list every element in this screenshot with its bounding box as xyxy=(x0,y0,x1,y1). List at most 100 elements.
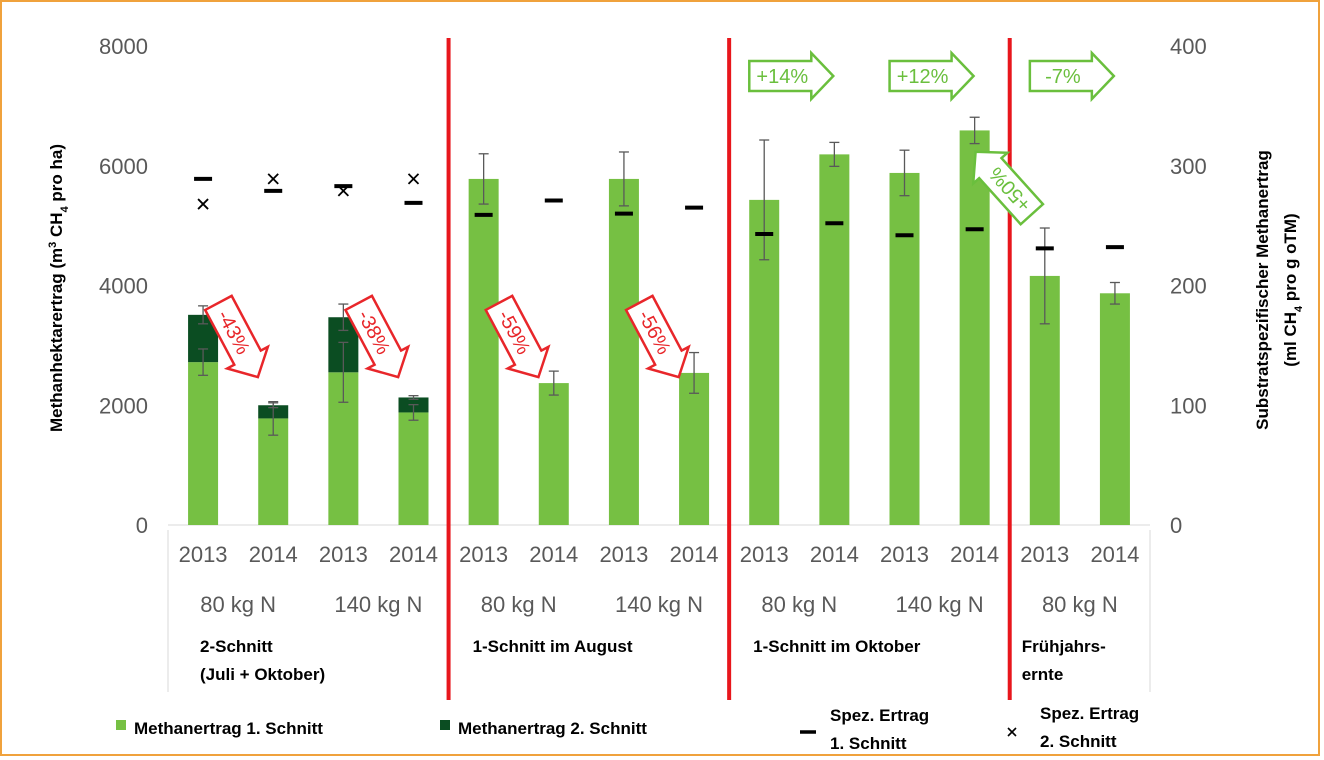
bar-schnitt1 xyxy=(188,362,219,525)
x-stroke xyxy=(337,185,349,197)
error-bar-schnitt2 xyxy=(408,395,419,400)
category-year-label: 2013 xyxy=(880,542,929,567)
category-year-label: 2014 xyxy=(670,542,719,567)
category-year-label: 2013 xyxy=(459,542,508,567)
category-year-label: 2014 xyxy=(249,542,298,567)
category-year-label: 2014 xyxy=(529,542,578,567)
error-bar-schnitt1 xyxy=(548,370,559,396)
category-year-label: 2013 xyxy=(599,542,648,567)
bar-schnitt1 xyxy=(258,418,289,525)
bar-schnitt1 xyxy=(1099,293,1130,525)
error-bar-schnitt1 xyxy=(408,404,419,421)
category-year-label: 2014 xyxy=(1090,542,1139,567)
nitrogen-level-label: 140 kg N xyxy=(615,592,703,617)
left-axis-tick-label: 0 xyxy=(136,513,148,538)
legend-label: Spez. Ertrag xyxy=(1040,704,1139,723)
legend-swatch xyxy=(440,720,450,730)
right-axis-label-line1: Substratspezifischer Methanertrag xyxy=(1253,150,1272,430)
error-bar-schnitt2 xyxy=(268,402,279,409)
error-bar-schnitt1 xyxy=(618,151,629,207)
change-arrow: -7% xyxy=(1028,49,1116,103)
error-bar-schnitt1 xyxy=(969,116,980,145)
nitrogen-level-label: 80 kg N xyxy=(481,592,557,617)
group-label: ernte xyxy=(1022,665,1064,684)
legend-label: Methanertrag 2. Schnitt xyxy=(458,719,647,738)
left-axis-tick-label: 6000 xyxy=(99,154,148,179)
group-label: (Juli + Oktober) xyxy=(200,665,325,684)
arrow-shape xyxy=(1028,49,1116,103)
category-year-label: 2013 xyxy=(319,542,368,567)
bar-schnitt1 xyxy=(398,412,429,525)
left-axis-tick-label: 4000 xyxy=(99,274,148,299)
legend-label: 2. Schnitt xyxy=(1040,732,1117,751)
legend-label: Methanertrag 1. Schnitt xyxy=(134,719,323,738)
error-bar-schnitt1 xyxy=(338,341,349,403)
group-label: 2-Schnitt xyxy=(200,637,273,656)
spez-ertrag-2-marker xyxy=(197,198,209,210)
right-axis-tick-label: 0 xyxy=(1170,513,1182,538)
category-year-label: 2013 xyxy=(1020,542,1069,567)
arrow-shape xyxy=(484,294,551,379)
error-bar-schnitt1 xyxy=(1039,227,1050,325)
arrow-shape xyxy=(971,150,1045,227)
x-stroke xyxy=(1007,727,1017,737)
bar-schnitt1 xyxy=(468,178,499,526)
nitrogen-level-label: 80 kg N xyxy=(200,592,276,617)
change-arrow: +12% xyxy=(888,49,976,103)
nitrogen-level-label: 140 kg N xyxy=(896,592,984,617)
nitrogen-level-label: 80 kg N xyxy=(1042,592,1118,617)
arrow-shape xyxy=(888,49,976,103)
bar-schnitt1 xyxy=(819,154,850,525)
error-bar-schnitt2 xyxy=(198,305,209,325)
right-axis-label: Substratspezifischer Methanertrag (ml CH4… xyxy=(1253,150,1305,430)
bar-schnitt1 xyxy=(889,172,920,525)
arrow-label: +14% xyxy=(756,66,808,88)
bar-schnitt1 xyxy=(959,130,990,525)
bar-schnitt1 xyxy=(538,383,569,525)
category-year-label: 2013 xyxy=(179,542,228,567)
category-year-label: 2014 xyxy=(950,542,999,567)
category-year-label: 2014 xyxy=(810,542,859,567)
x-stroke xyxy=(407,173,420,185)
left-axis-tick-label: 2000 xyxy=(99,393,148,418)
group-label: 1-Schnitt im Oktober xyxy=(753,637,921,656)
legend-swatch xyxy=(116,720,126,730)
category-year-label: 2013 xyxy=(740,542,789,567)
nitrogen-level-label: 140 kg N xyxy=(334,592,422,617)
right-axis-tick-label: 300 xyxy=(1170,154,1207,179)
group-label: Frühjahrs- xyxy=(1022,637,1106,656)
category-year-label: 2014 xyxy=(389,542,438,567)
spez-ertrag-2-marker xyxy=(407,173,420,185)
x-stroke xyxy=(197,198,209,210)
legend-label: Spez. Ertrag xyxy=(830,706,929,725)
change-arrow: +14% xyxy=(748,49,836,103)
error-bar-schnitt2 xyxy=(338,303,349,332)
arrow-shape xyxy=(343,294,411,379)
error-bar-schnitt1 xyxy=(689,351,700,394)
right-axis-label-line2: (ml CH4 pro g oTM) xyxy=(1281,213,1305,366)
left-axis-tick-label: 8000 xyxy=(99,34,148,59)
arrow-label: +12% xyxy=(897,66,949,88)
error-bar-schnitt1 xyxy=(198,348,209,376)
right-axis-tick-label: 200 xyxy=(1170,274,1207,299)
spez-ertrag-2-marker xyxy=(267,173,279,185)
error-bar-schnitt1 xyxy=(899,149,910,197)
bar-schnitt1 xyxy=(679,372,710,525)
legend-label: 1. Schnitt xyxy=(830,734,907,753)
error-bar-schnitt1 xyxy=(829,141,840,167)
bar-schnitt1 xyxy=(608,178,639,526)
arrow-label: -7% xyxy=(1045,66,1081,88)
arrow-shape xyxy=(748,49,836,103)
arrow-shape xyxy=(203,294,271,379)
left-axis-label: Methanhektarertrag (m3 CH4 pro ha) xyxy=(47,144,71,432)
error-bar-schnitt1 xyxy=(478,153,489,205)
error-bar-schnitt1 xyxy=(759,139,770,261)
x-stroke xyxy=(267,173,279,185)
group-label: 1-Schnitt im August xyxy=(473,637,633,656)
nitrogen-level-label: 80 kg N xyxy=(761,592,837,617)
spez-ertrag-2-marker xyxy=(337,185,349,197)
right-axis-tick-label: 400 xyxy=(1170,34,1207,59)
right-axis-tick-label: 100 xyxy=(1170,393,1207,418)
legend-x-marker xyxy=(1007,727,1017,737)
